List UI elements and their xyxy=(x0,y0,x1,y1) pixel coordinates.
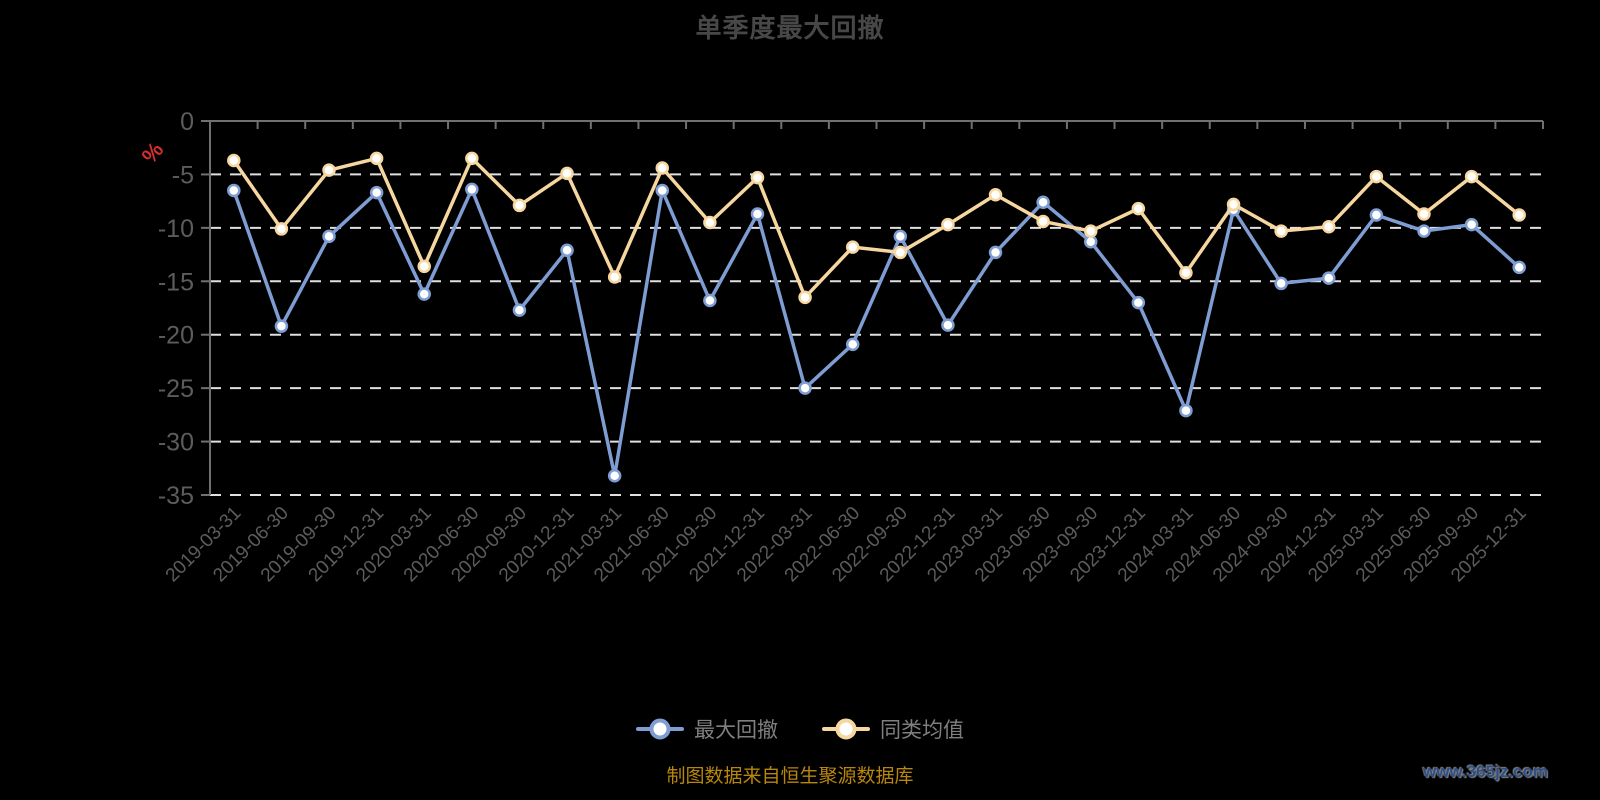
data-point-max-drawdown xyxy=(703,293,717,308)
data-point-max-drawdown xyxy=(227,183,241,198)
data-point-peer-average xyxy=(227,153,241,168)
data-point-max-drawdown xyxy=(1369,208,1384,222)
data-point-peer-average xyxy=(1274,224,1288,238)
data-point-peer-average xyxy=(1512,208,1526,222)
legend-item-label: 最大回撤 xyxy=(694,719,778,742)
data-point-max-drawdown xyxy=(607,469,622,483)
data-point-max-drawdown xyxy=(274,319,289,333)
data-point-max-drawdown xyxy=(1036,195,1050,209)
data-point-max-drawdown xyxy=(1464,217,1479,232)
data-point-max-drawdown xyxy=(893,229,908,244)
data-point-max-drawdown xyxy=(750,207,765,221)
legend-item-peer-average[interactable]: 同类均值 xyxy=(822,714,964,744)
data-point-max-drawdown xyxy=(941,318,955,332)
data-point-max-drawdown xyxy=(1131,295,1146,310)
data-point-peer-average xyxy=(1179,265,1193,280)
legend-dot-icon xyxy=(835,718,857,740)
y-axis-label: -5 xyxy=(172,161,194,189)
data-point-max-drawdown xyxy=(512,303,527,317)
data-point-max-drawdown xyxy=(369,185,384,200)
data-point-peer-average xyxy=(322,163,336,177)
legend-line-icon xyxy=(636,718,684,740)
data-point-max-drawdown xyxy=(1274,276,1288,291)
data-point-max-drawdown xyxy=(798,381,812,395)
data-point-max-drawdown xyxy=(1322,271,1336,285)
data-point-max-drawdown xyxy=(1083,234,1098,249)
data-point-peer-average xyxy=(1464,169,1479,184)
page-title: 单季度最大回撤 xyxy=(695,13,885,43)
data-point-max-drawdown xyxy=(988,245,1003,260)
watermark: www.365jz.com xyxy=(1422,762,1548,781)
data-point-peer-average xyxy=(369,151,384,166)
data-point-peer-average xyxy=(655,161,670,175)
legend-dot-icon xyxy=(649,718,671,740)
data-point-peer-average xyxy=(512,198,527,213)
legend-item-max-drawdown[interactable]: 最大回撤 xyxy=(636,714,778,744)
series-line-peer-average xyxy=(232,156,1521,300)
data-point-max-drawdown xyxy=(1179,403,1193,418)
data-point-max-drawdown xyxy=(655,183,670,198)
data-point-peer-average xyxy=(1226,197,1241,212)
data-point-peer-average xyxy=(1369,169,1384,184)
data-point-peer-average xyxy=(893,245,908,260)
data-point-peer-average xyxy=(417,259,431,274)
data-point-max-drawdown xyxy=(1512,260,1526,275)
data-point-peer-average xyxy=(1322,220,1336,234)
data-point-max-drawdown xyxy=(845,337,860,352)
y-axis-label: -30 xyxy=(158,429,194,457)
y-axis-label: -35 xyxy=(158,482,194,510)
y-axis-unit-label: % xyxy=(137,137,169,168)
data-point-max-drawdown xyxy=(560,243,574,258)
data-point-peer-average xyxy=(941,217,955,232)
data-point-peer-average xyxy=(703,215,717,230)
data-point-peer-average xyxy=(274,222,289,236)
data-point-peer-average xyxy=(1417,207,1431,221)
data-point-peer-average xyxy=(1131,201,1146,216)
data-point-peer-average xyxy=(1036,214,1050,229)
data-point-peer-average xyxy=(988,187,1003,202)
data-point-peer-average xyxy=(845,240,860,254)
y-axis-label: 0 xyxy=(180,108,194,136)
data-point-peer-average xyxy=(1083,224,1098,238)
data-point-max-drawdown xyxy=(322,229,336,244)
y-axis-label: -10 xyxy=(158,215,194,243)
legend-item-label: 同类均值 xyxy=(880,719,964,742)
y-axis-label: -25 xyxy=(158,375,194,403)
data-point-max-drawdown xyxy=(1417,224,1431,238)
data-source-caption: 制图数据来自恒生聚源数据库 xyxy=(666,766,914,787)
data-point-max-drawdown xyxy=(465,182,479,197)
data-point-peer-average xyxy=(560,166,574,181)
data-point-max-drawdown xyxy=(417,287,431,301)
y-axis-label: -15 xyxy=(158,268,194,296)
data-point-peer-average xyxy=(607,270,622,284)
y-axis-label: -20 xyxy=(158,322,194,350)
series-line-max-drawdown xyxy=(232,187,1521,478)
data-point-peer-average xyxy=(465,151,479,166)
legend-line-icon xyxy=(822,718,870,740)
data-point-peer-average xyxy=(798,290,812,305)
legend: 最大回撤 同类均值 xyxy=(0,714,1600,744)
data-point-peer-average xyxy=(750,170,765,185)
